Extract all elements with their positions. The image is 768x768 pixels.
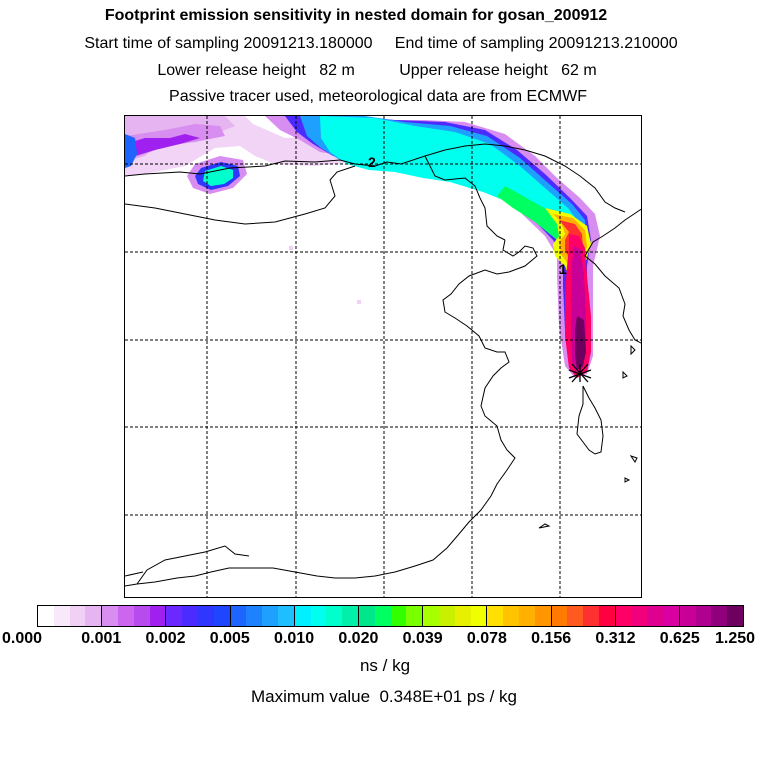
colorbar-swatch — [117, 606, 134, 626]
colorbar-segment — [486, 606, 551, 626]
colorbar-swatch — [518, 606, 535, 626]
colorbar-swatch — [487, 606, 504, 626]
colorbar-segment — [293, 606, 358, 626]
colorbar-swatch — [727, 606, 744, 626]
colorbar-tick-labels: 0.000 0.001 0.002 0.005 0.010 0.020 0.039 0.078… — [0, 630, 768, 650]
colorbar — [37, 605, 744, 627]
colorbar-swatch — [149, 606, 166, 626]
colorbar-units: ns / kg — [359, 656, 411, 675]
colorbar-swatch — [583, 606, 599, 626]
colorbar-tick-label: 0.156 — [531, 630, 572, 647]
colorbar-swatch — [615, 606, 632, 626]
colorbar-swatch — [438, 606, 455, 626]
colorbar-tick-label: 0.000 — [1, 630, 43, 647]
colorbar-tick-label: 0.005 — [209, 630, 250, 647]
colorbar-swatch — [166, 606, 183, 626]
colorbar-swatch — [423, 606, 439, 626]
colorbar-swatch — [406, 606, 423, 626]
colorbar-tick-label: 0.002 — [145, 630, 186, 647]
colorbar-swatch — [679, 606, 696, 626]
colorbar-swatch — [197, 606, 214, 626]
colorbar-swatch — [85, 606, 102, 626]
colorbar-swatch — [69, 606, 86, 626]
sampling-time-line: Start time of sampling 20091213.180000 E… — [84, 35, 678, 52]
colorbar-swatch — [262, 606, 278, 626]
colorbar-tick-label: 0.020 — [338, 630, 379, 647]
colorbar-segment — [550, 606, 615, 626]
colorbar-segment — [678, 606, 744, 626]
colorbar-segment — [357, 606, 423, 626]
colorbar-swatch — [38, 606, 54, 626]
colorbar-swatch — [551, 606, 568, 626]
colorbar-swatch — [534, 606, 551, 626]
tracer-info-line: Passive tracer used, meteorological data… — [169, 88, 587, 105]
sensitivity-plume — [125, 116, 600, 378]
colorbar-tick-label: 0.001 — [81, 630, 122, 647]
colorbar-swatch — [647, 606, 664, 626]
colorbar-tick-label: 0.312 — [595, 630, 636, 647]
colorbar-swatch — [310, 606, 327, 626]
colorbar-swatch — [230, 606, 247, 626]
contour-label-1: 1 — [559, 261, 567, 277]
release-height-line: Lower release height 82 m Upper release … — [157, 62, 597, 79]
coastlines — [125, 143, 641, 587]
colorbar-swatch — [695, 606, 712, 626]
colorbar-swatch — [182, 606, 198, 626]
colorbar-swatch — [663, 606, 679, 626]
colorbar-swatch — [358, 606, 375, 626]
colorbar-swatch — [503, 606, 519, 626]
figure-title: Footprint emission sensitivity in nested… — [104, 7, 608, 24]
colorbar-swatch — [342, 606, 358, 626]
colorbar-swatch — [470, 606, 487, 626]
footprint-map: 2 1 — [124, 115, 642, 598]
colorbar-swatch — [631, 606, 648, 626]
map-canvas: 2 1 — [125, 116, 641, 597]
colorbar-swatch — [598, 606, 615, 626]
colorbar-swatch — [567, 606, 584, 626]
colorbar-swatch — [374, 606, 391, 626]
colorbar-swatch — [102, 606, 118, 626]
colorbar-swatch — [326, 606, 343, 626]
colorbar-swatch — [711, 606, 728, 626]
colorbar-segment — [422, 606, 487, 626]
colorbar-swatch — [246, 606, 263, 626]
colorbar-swatch — [213, 606, 230, 626]
colorbar-tick-label: 0.078 — [466, 630, 507, 647]
receptor-star-icon — [568, 363, 592, 383]
colorbar-swatch — [277, 606, 294, 626]
colorbar-swatch — [133, 606, 150, 626]
contour-label-2: 2 — [368, 154, 376, 170]
grid-lines — [125, 116, 641, 597]
colorbar-swatch — [454, 606, 471, 626]
colorbar-tick-label: 0.039 — [402, 630, 443, 647]
colorbar-segment — [614, 606, 679, 626]
colorbar-tick-label: 0.625 — [659, 630, 700, 647]
colorbar-swatch — [390, 606, 407, 626]
maximum-value-line: Maximum value 0.348E+01 ps / kg — [251, 687, 517, 706]
colorbar-segment — [229, 606, 294, 626]
colorbar-segment — [38, 606, 102, 626]
colorbar-segment — [101, 606, 166, 626]
colorbar-swatch — [294, 606, 311, 626]
colorbar-swatch — [53, 606, 70, 626]
colorbar-tick-label: 1.250 — [714, 630, 756, 647]
colorbar-tick-label: 0.010 — [274, 630, 315, 647]
colorbar-segment — [165, 606, 230, 626]
